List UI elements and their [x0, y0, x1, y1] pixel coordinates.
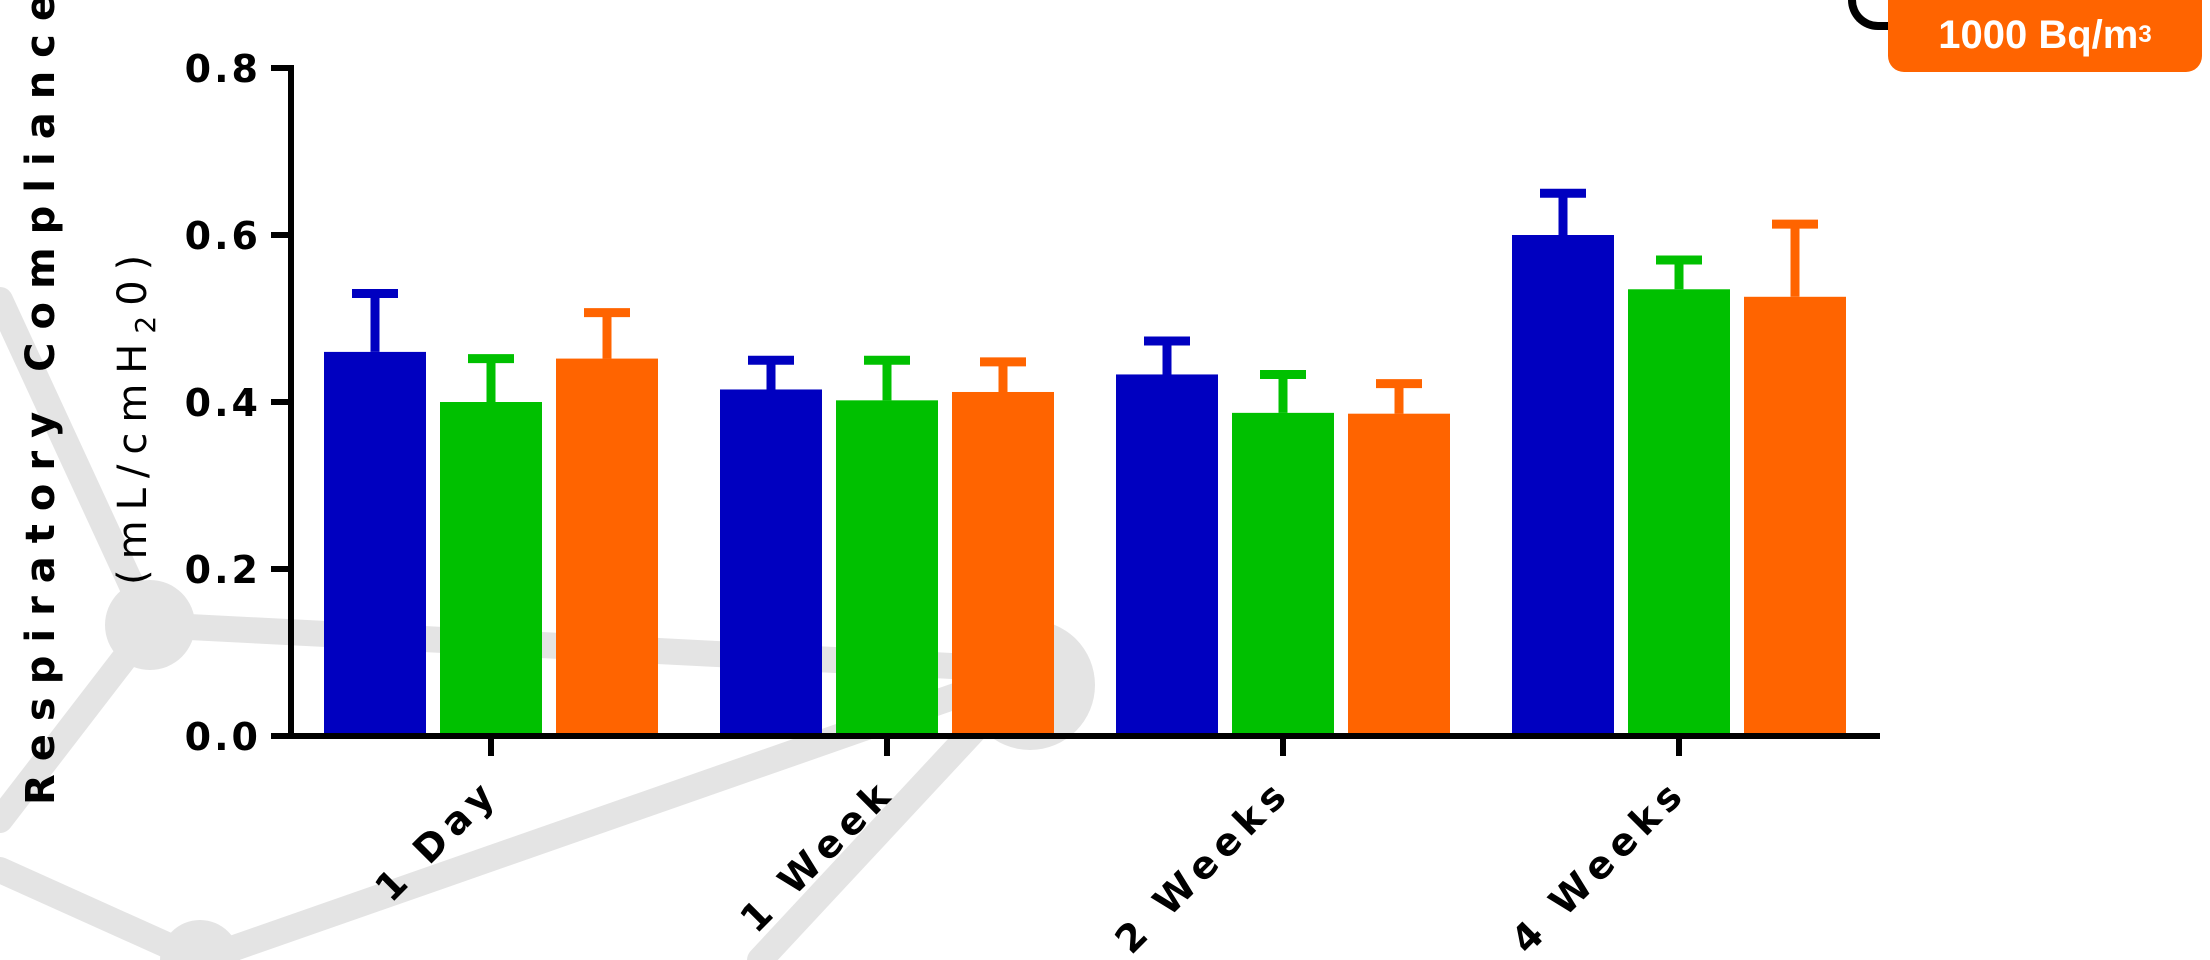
bar-series2-1-day — [440, 402, 542, 736]
legend-badge-sup: 3 — [2138, 21, 2152, 48]
bar-series3-1-day — [556, 358, 658, 736]
axes-layer — [271, 65, 1880, 756]
deco-atom — [105, 580, 195, 670]
y-tick-label: 0.6 — [185, 214, 261, 258]
deco-bond — [0, 287, 163, 638]
x-tick-label-4-weeks: 4 Weeks — [1503, 769, 1696, 960]
bar-series3-1-week — [952, 391, 1054, 736]
bar-series2-2-weeks — [1232, 412, 1334, 736]
y-tick-label: 0.2 — [185, 548, 261, 592]
bar-series2-4-weeks — [1628, 289, 1730, 736]
bar-series1-1-day — [324, 351, 426, 736]
legend-badge: 1000 Bq/m 3 — [1888, 0, 2202, 72]
x-tick-label-2-weeks: 2 Weeks — [1107, 769, 1300, 960]
y-axis-unit-end: 0) — [110, 244, 156, 306]
x-tick-label-1-week: 1 Week — [732, 769, 904, 941]
legend-bracket — [1848, 0, 1888, 30]
y-axis-unit-subscript: 2 — [129, 305, 162, 334]
bar-series3-4-weeks — [1744, 296, 1846, 736]
bar-series1-4-weeks — [1512, 235, 1614, 736]
bar-series3-2-weeks — [1348, 413, 1450, 736]
y-axis-unit: (mL/cmH20) — [110, 245, 162, 585]
bar-series1-2-weeks — [1116, 374, 1218, 736]
y-axis-title-text: Respiratory Compliance — [18, 0, 64, 805]
deco-atom — [160, 920, 240, 960]
bars-layer — [324, 188, 1846, 736]
y-tick-label: 0.4 — [185, 381, 261, 425]
y-axis-unit-text: (mL/cmH — [110, 333, 156, 585]
legend-badge-text: 1000 Bq/m — [1938, 12, 2139, 57]
y-axis-title: Respiratory Compliance — [18, 0, 64, 805]
y-tick-label: 0.8 — [185, 47, 261, 91]
bar-series1-1-week — [720, 389, 822, 736]
bar-series2-1-week — [836, 400, 938, 736]
y-tick-label: 0.0 — [185, 715, 261, 759]
x-tick-label-1-day: 1 Day — [366, 769, 507, 910]
